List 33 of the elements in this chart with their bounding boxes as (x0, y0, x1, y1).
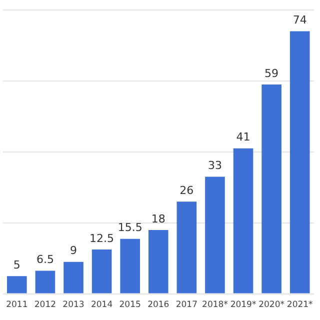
bar (35, 270, 56, 294)
data-label: 59 (264, 66, 279, 80)
bar (176, 202, 197, 294)
x-tick-label: 2017 (176, 300, 198, 310)
x-tick-label: 2020* (258, 300, 285, 310)
bar (148, 230, 168, 294)
x-tick-label: 2014 (90, 300, 113, 310)
data-label: 74 (292, 14, 307, 27)
bar (120, 238, 140, 294)
data-label: 26 (180, 184, 194, 197)
bar (290, 31, 310, 294)
data-label: 33 (208, 159, 222, 172)
bar (205, 176, 225, 294)
x-tick-label: 2018* (202, 300, 228, 310)
x-tick-label: 2011 (6, 300, 28, 310)
x-tick-label: 2019* (230, 300, 256, 310)
x-tick-label: 2012 (34, 300, 56, 310)
data-label: 9 (70, 244, 77, 258)
data-label: 5 (13, 258, 20, 272)
data-label: 15.5 (118, 221, 142, 234)
bar (233, 148, 254, 294)
data-label: 6.5 (36, 253, 54, 266)
bar (7, 276, 27, 294)
data-label: 12.5 (90, 232, 114, 245)
data-label: 41 (236, 130, 250, 144)
x-tick-label: 2021* (286, 300, 313, 310)
data-label: 18 (151, 212, 166, 226)
x-tick-label: 2013 (62, 300, 84, 310)
x-tick-label: 2016 (148, 300, 170, 310)
bar (64, 262, 84, 294)
bar (262, 84, 282, 294)
bar (92, 249, 112, 294)
x-tick-label: 2015 (119, 300, 141, 310)
